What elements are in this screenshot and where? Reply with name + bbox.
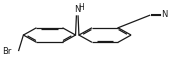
Text: H: H — [79, 3, 84, 12]
Text: Br: Br — [2, 47, 12, 56]
Text: N: N — [161, 10, 168, 19]
Text: N: N — [74, 5, 80, 14]
